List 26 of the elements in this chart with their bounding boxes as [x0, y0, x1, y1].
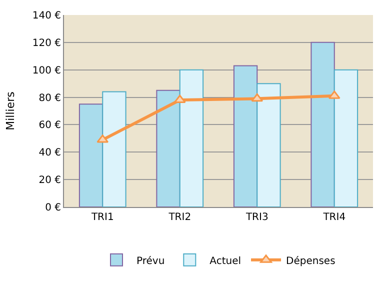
x-tick-label: TRI1: [90, 212, 114, 223]
x-tick-label: TRI4: [322, 212, 346, 223]
bar: [102, 91, 126, 207]
bar: [256, 83, 281, 207]
y-tick-label: 40 €: [38, 148, 61, 159]
point: [251, 93, 264, 102]
bar: [233, 65, 258, 207]
y-tick-label: 80 €: [38, 92, 61, 104]
x-tick-label: TRI3: [244, 212, 268, 223]
y-axis-title: Milliers: [4, 91, 18, 130]
y-tick-label: 60 €: [38, 120, 61, 132]
y-tick-label: 100 €: [32, 65, 61, 76]
bar: [179, 69, 204, 207]
bar: [156, 90, 180, 207]
y-tick-label: 120 €: [32, 38, 61, 49]
bar: [310, 42, 335, 207]
y-tick-label: 20 €: [38, 175, 61, 186]
bar: [334, 69, 358, 207]
legend-label: Dépenses: [286, 256, 336, 267]
legend-label: Prévu: [136, 256, 165, 267]
y-tick-label: 0 €: [45, 202, 61, 214]
point: [174, 94, 186, 104]
y-tick-label: 140 €: [32, 10, 61, 22]
legend-label: Actuel: [210, 256, 242, 267]
bar: [78, 104, 104, 207]
x-tick-label: TRI2: [168, 212, 192, 223]
